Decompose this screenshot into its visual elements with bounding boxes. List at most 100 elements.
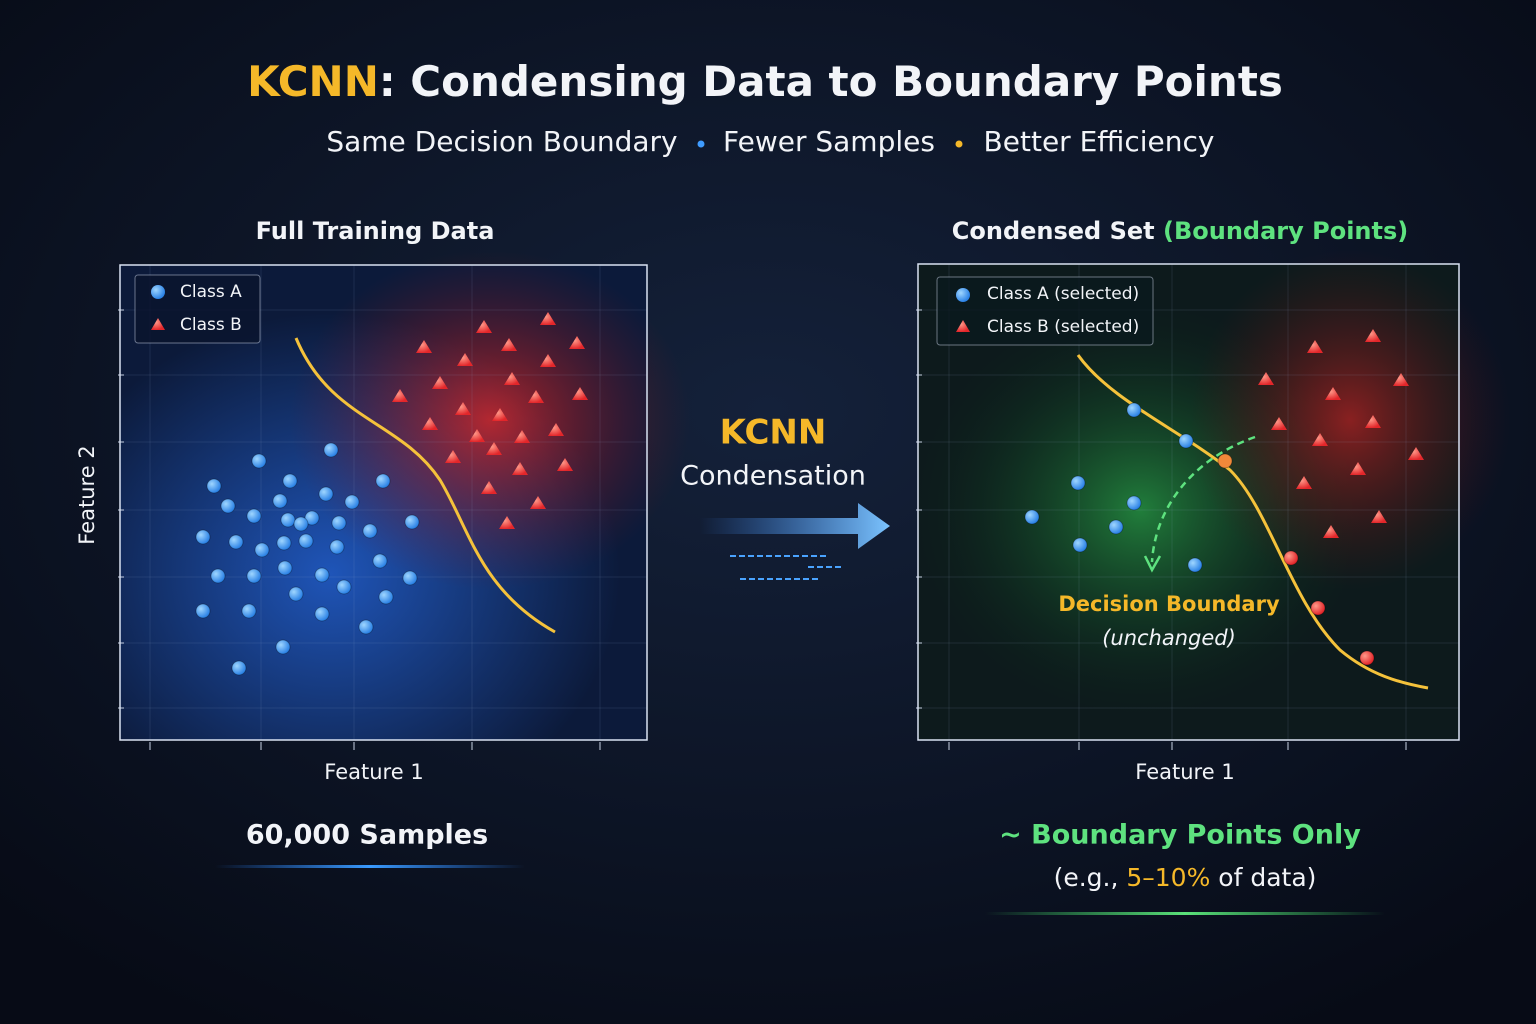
legend-label: Class A (180, 282, 242, 302)
point (362, 523, 378, 539)
bullet (697, 140, 705, 148)
point (210, 568, 226, 584)
point (416, 340, 432, 353)
point (514, 430, 530, 443)
point (402, 570, 418, 586)
point (499, 516, 515, 529)
point (476, 320, 492, 333)
glow-line (215, 865, 525, 868)
point (331, 515, 347, 531)
plot-frame (917, 263, 1460, 741)
point (469, 429, 485, 442)
point (1258, 372, 1274, 385)
legend-label: Class A (selected) (987, 284, 1139, 304)
y-axis-label: Feature 2 (75, 445, 99, 544)
point (557, 458, 573, 471)
annotation-arrowhead (1143, 555, 1162, 573)
point (1126, 402, 1142, 418)
point (195, 529, 211, 545)
point (276, 535, 292, 551)
point (280, 512, 296, 528)
point (318, 486, 334, 502)
title: KCNN: Condensing Data to Boundary Points (247, 57, 1283, 106)
point (1408, 447, 1424, 460)
point (1359, 650, 1375, 666)
point (1365, 329, 1381, 342)
point (228, 534, 244, 550)
point (246, 508, 262, 524)
legend-marker (956, 288, 970, 302)
transform-subtitle: Condensation (680, 461, 866, 492)
point (486, 442, 502, 455)
decision-boundary (294, 337, 556, 634)
point (344, 494, 360, 510)
legend-marker (151, 285, 165, 299)
point (277, 560, 293, 576)
point (323, 442, 339, 458)
point (432, 376, 448, 389)
point (220, 498, 236, 514)
caption-note: (e.g., 5–10% of data) (1054, 863, 1317, 892)
point (504, 372, 520, 385)
point (1323, 525, 1339, 538)
point (1126, 495, 1142, 511)
point (298, 533, 314, 549)
transform-title: KCNN (720, 413, 827, 453)
legend-label: Class B (selected) (987, 317, 1139, 337)
decision-boundary (1076, 354, 1429, 690)
point (392, 389, 408, 402)
panel-title: Full Training Data (256, 217, 495, 245)
point (1108, 519, 1124, 535)
right-plot: Class A (selected) Class B (selected) De… (910, 250, 1510, 750)
point (1310, 600, 1326, 616)
annotation-note: (unchanged) (1102, 626, 1236, 650)
point (358, 619, 374, 635)
point (329, 539, 345, 555)
point (1393, 373, 1409, 386)
point (372, 553, 388, 569)
point (378, 589, 394, 605)
point (422, 417, 438, 430)
point (404, 514, 420, 530)
caption: 60,000 Samples (246, 820, 488, 851)
point (275, 639, 291, 655)
point (1312, 433, 1328, 446)
x-axis-label: Feature 1 (324, 760, 423, 784)
point (293, 516, 309, 532)
point (481, 481, 497, 494)
subtitle-item: Same Decision Boundary (326, 125, 677, 158)
point (1365, 415, 1381, 428)
legend-label: Class B (180, 315, 242, 335)
point (540, 354, 556, 367)
point (501, 338, 517, 351)
bullet (955, 140, 963, 148)
point (206, 478, 222, 494)
point (1271, 417, 1287, 430)
point (195, 603, 211, 619)
point (445, 450, 461, 463)
point (540, 312, 556, 325)
subtitle-item: Fewer Samples (723, 125, 935, 158)
legend-marker (151, 318, 165, 330)
point (457, 353, 473, 366)
point (1072, 537, 1088, 553)
point (1024, 509, 1040, 525)
point (288, 586, 304, 602)
point (1325, 387, 1341, 400)
point (528, 390, 544, 403)
glow-line (985, 912, 1385, 915)
point (1307, 340, 1323, 353)
point (314, 606, 330, 622)
arrow (700, 503, 890, 549)
point (375, 473, 391, 489)
point (241, 603, 257, 619)
subtitle-item: Better Efficiency (984, 125, 1215, 158)
legend (134, 274, 261, 344)
legend (936, 276, 1154, 346)
point (314, 567, 330, 583)
point (455, 402, 471, 415)
x-axis-label: Feature 1 (1135, 760, 1234, 784)
point (530, 496, 546, 509)
plot-frame (119, 264, 648, 741)
